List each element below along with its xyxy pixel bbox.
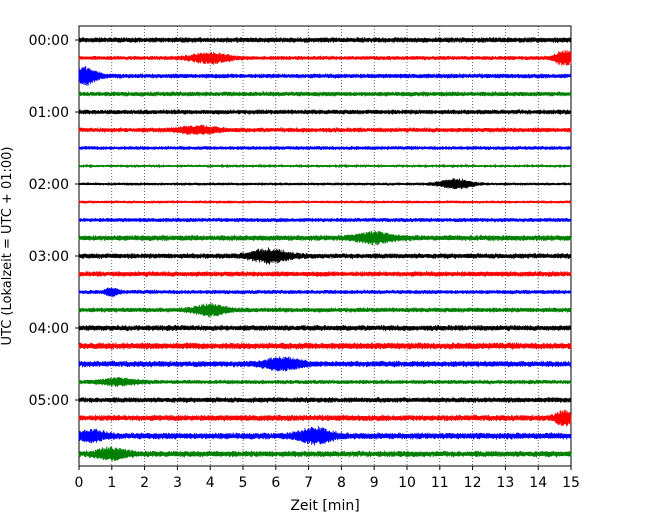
trace-0100	[78, 109, 572, 115]
trace-0245	[78, 230, 572, 246]
x-tick-label: 11	[431, 475, 449, 491]
trace-0500	[78, 397, 572, 403]
x-tick-label: 2	[140, 475, 149, 491]
x-tick-label: 10	[398, 475, 416, 491]
plot-frame	[78, 25, 572, 467]
x-tick-label: 5	[239, 475, 248, 491]
trace-0215	[78, 199, 572, 205]
y-axis: 00:00 01:00 02:00 03:00 04:00 05:00	[29, 33, 79, 409]
grid	[111, 26, 539, 466]
x-tick-label: 1	[107, 475, 116, 491]
x-tick-label: 7	[304, 475, 313, 491]
y-tick-label: 04:00	[29, 321, 69, 337]
y-tick-label: 01:00	[29, 105, 69, 121]
trace-0445	[78, 377, 572, 387]
x-tick-label: 4	[206, 475, 215, 491]
y-tick-label: 03:00	[29, 249, 69, 265]
trace-0015	[78, 50, 572, 66]
trace-0400	[78, 324, 572, 332]
trace-0300	[78, 247, 572, 265]
trace-0345	[78, 302, 572, 318]
x-axis-label: Zeit [min]	[290, 498, 359, 514]
trace-0515	[78, 409, 572, 427]
trace-0145	[78, 163, 572, 169]
x-tick-label: 14	[529, 475, 547, 491]
trace-0115	[78, 124, 572, 135]
x-tick-label: 15	[562, 475, 580, 491]
trace-0030	[78, 65, 572, 86]
y-tick-label: 02:00	[29, 177, 69, 193]
trace-0200	[78, 178, 572, 190]
traces	[78, 37, 572, 462]
x-tick-label: 8	[337, 475, 346, 491]
trace-0415	[78, 342, 572, 350]
y-tick-label: 00:00	[29, 33, 69, 49]
trace-0430	[78, 356, 572, 372]
trace-0530	[78, 426, 572, 446]
x-tick-label: 0	[75, 475, 84, 491]
trace-0545	[78, 446, 572, 462]
x-tick-label: 9	[370, 475, 379, 491]
x-tick-label: 6	[271, 475, 280, 491]
trace-0330	[78, 287, 572, 298]
trace-0000	[78, 37, 572, 43]
x-tick-label: 13	[496, 475, 514, 491]
trace-0230	[78, 217, 572, 223]
trace-0045	[78, 91, 572, 97]
y-tick-label: 05:00	[29, 393, 69, 409]
x-axis: 0 1 2 3 4 5 6 7 8 9 10 11 12 13 14 15	[75, 466, 580, 491]
x-tick-label: 3	[173, 475, 182, 491]
trace-0130	[78, 145, 572, 151]
trace-0315	[78, 271, 572, 277]
x-tick-label: 12	[464, 475, 482, 491]
y-axis-label: UTC (Lokalzeit = UTC + 01:00)	[0, 147, 15, 346]
